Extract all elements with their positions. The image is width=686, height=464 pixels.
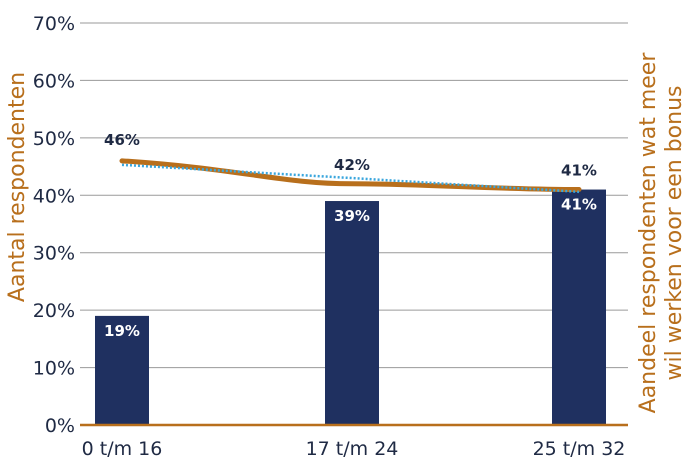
bar-label-3: 41% xyxy=(561,196,597,214)
bars xyxy=(80,189,628,427)
line-label-3: 41% xyxy=(561,162,597,180)
right-axis-title-line-1: Aandeel respondenten wat meer xyxy=(636,52,661,414)
y-tick-30: 30% xyxy=(33,243,75,265)
bar-1 xyxy=(95,315,149,425)
x-tick-3: 25 t/m 32 xyxy=(533,438,626,460)
x-tick-1: 0 t/m 16 xyxy=(82,438,163,460)
y-tick-40: 40% xyxy=(33,185,75,207)
y-tick-50: 50% xyxy=(33,128,75,150)
trend-line xyxy=(121,163,580,194)
bar-label-1: 19% xyxy=(104,322,140,340)
y-tick-70: 70% xyxy=(33,13,75,35)
line-label-2: 42% xyxy=(334,156,370,174)
bar-3 xyxy=(552,189,606,425)
y-tick-0: 0% xyxy=(45,415,75,437)
x-tick-labels: 0 t/m 16 17 t/m 24 25 t/m 32 xyxy=(82,438,626,460)
right-axis-title-line-2: wil werken voor een bonus xyxy=(662,86,686,381)
y-tick-labels: 0% 10% 20% 30% 40% 50% 60% 70% xyxy=(33,13,75,437)
y-tick-10: 10% xyxy=(33,358,75,380)
bar-label-2: 39% xyxy=(334,207,370,225)
y-tick-60: 60% xyxy=(33,70,75,92)
y-tick-20: 20% xyxy=(33,300,75,322)
x-tick-2: 17 t/m 24 xyxy=(306,438,399,460)
data-labels: 19% 39% 41% 46% 42% 41% xyxy=(104,131,597,340)
left-axis-title: Aantal respondenten xyxy=(5,72,30,302)
lines xyxy=(119,158,582,194)
bar-2 xyxy=(325,201,379,425)
line-label-1: 46% xyxy=(104,131,140,149)
